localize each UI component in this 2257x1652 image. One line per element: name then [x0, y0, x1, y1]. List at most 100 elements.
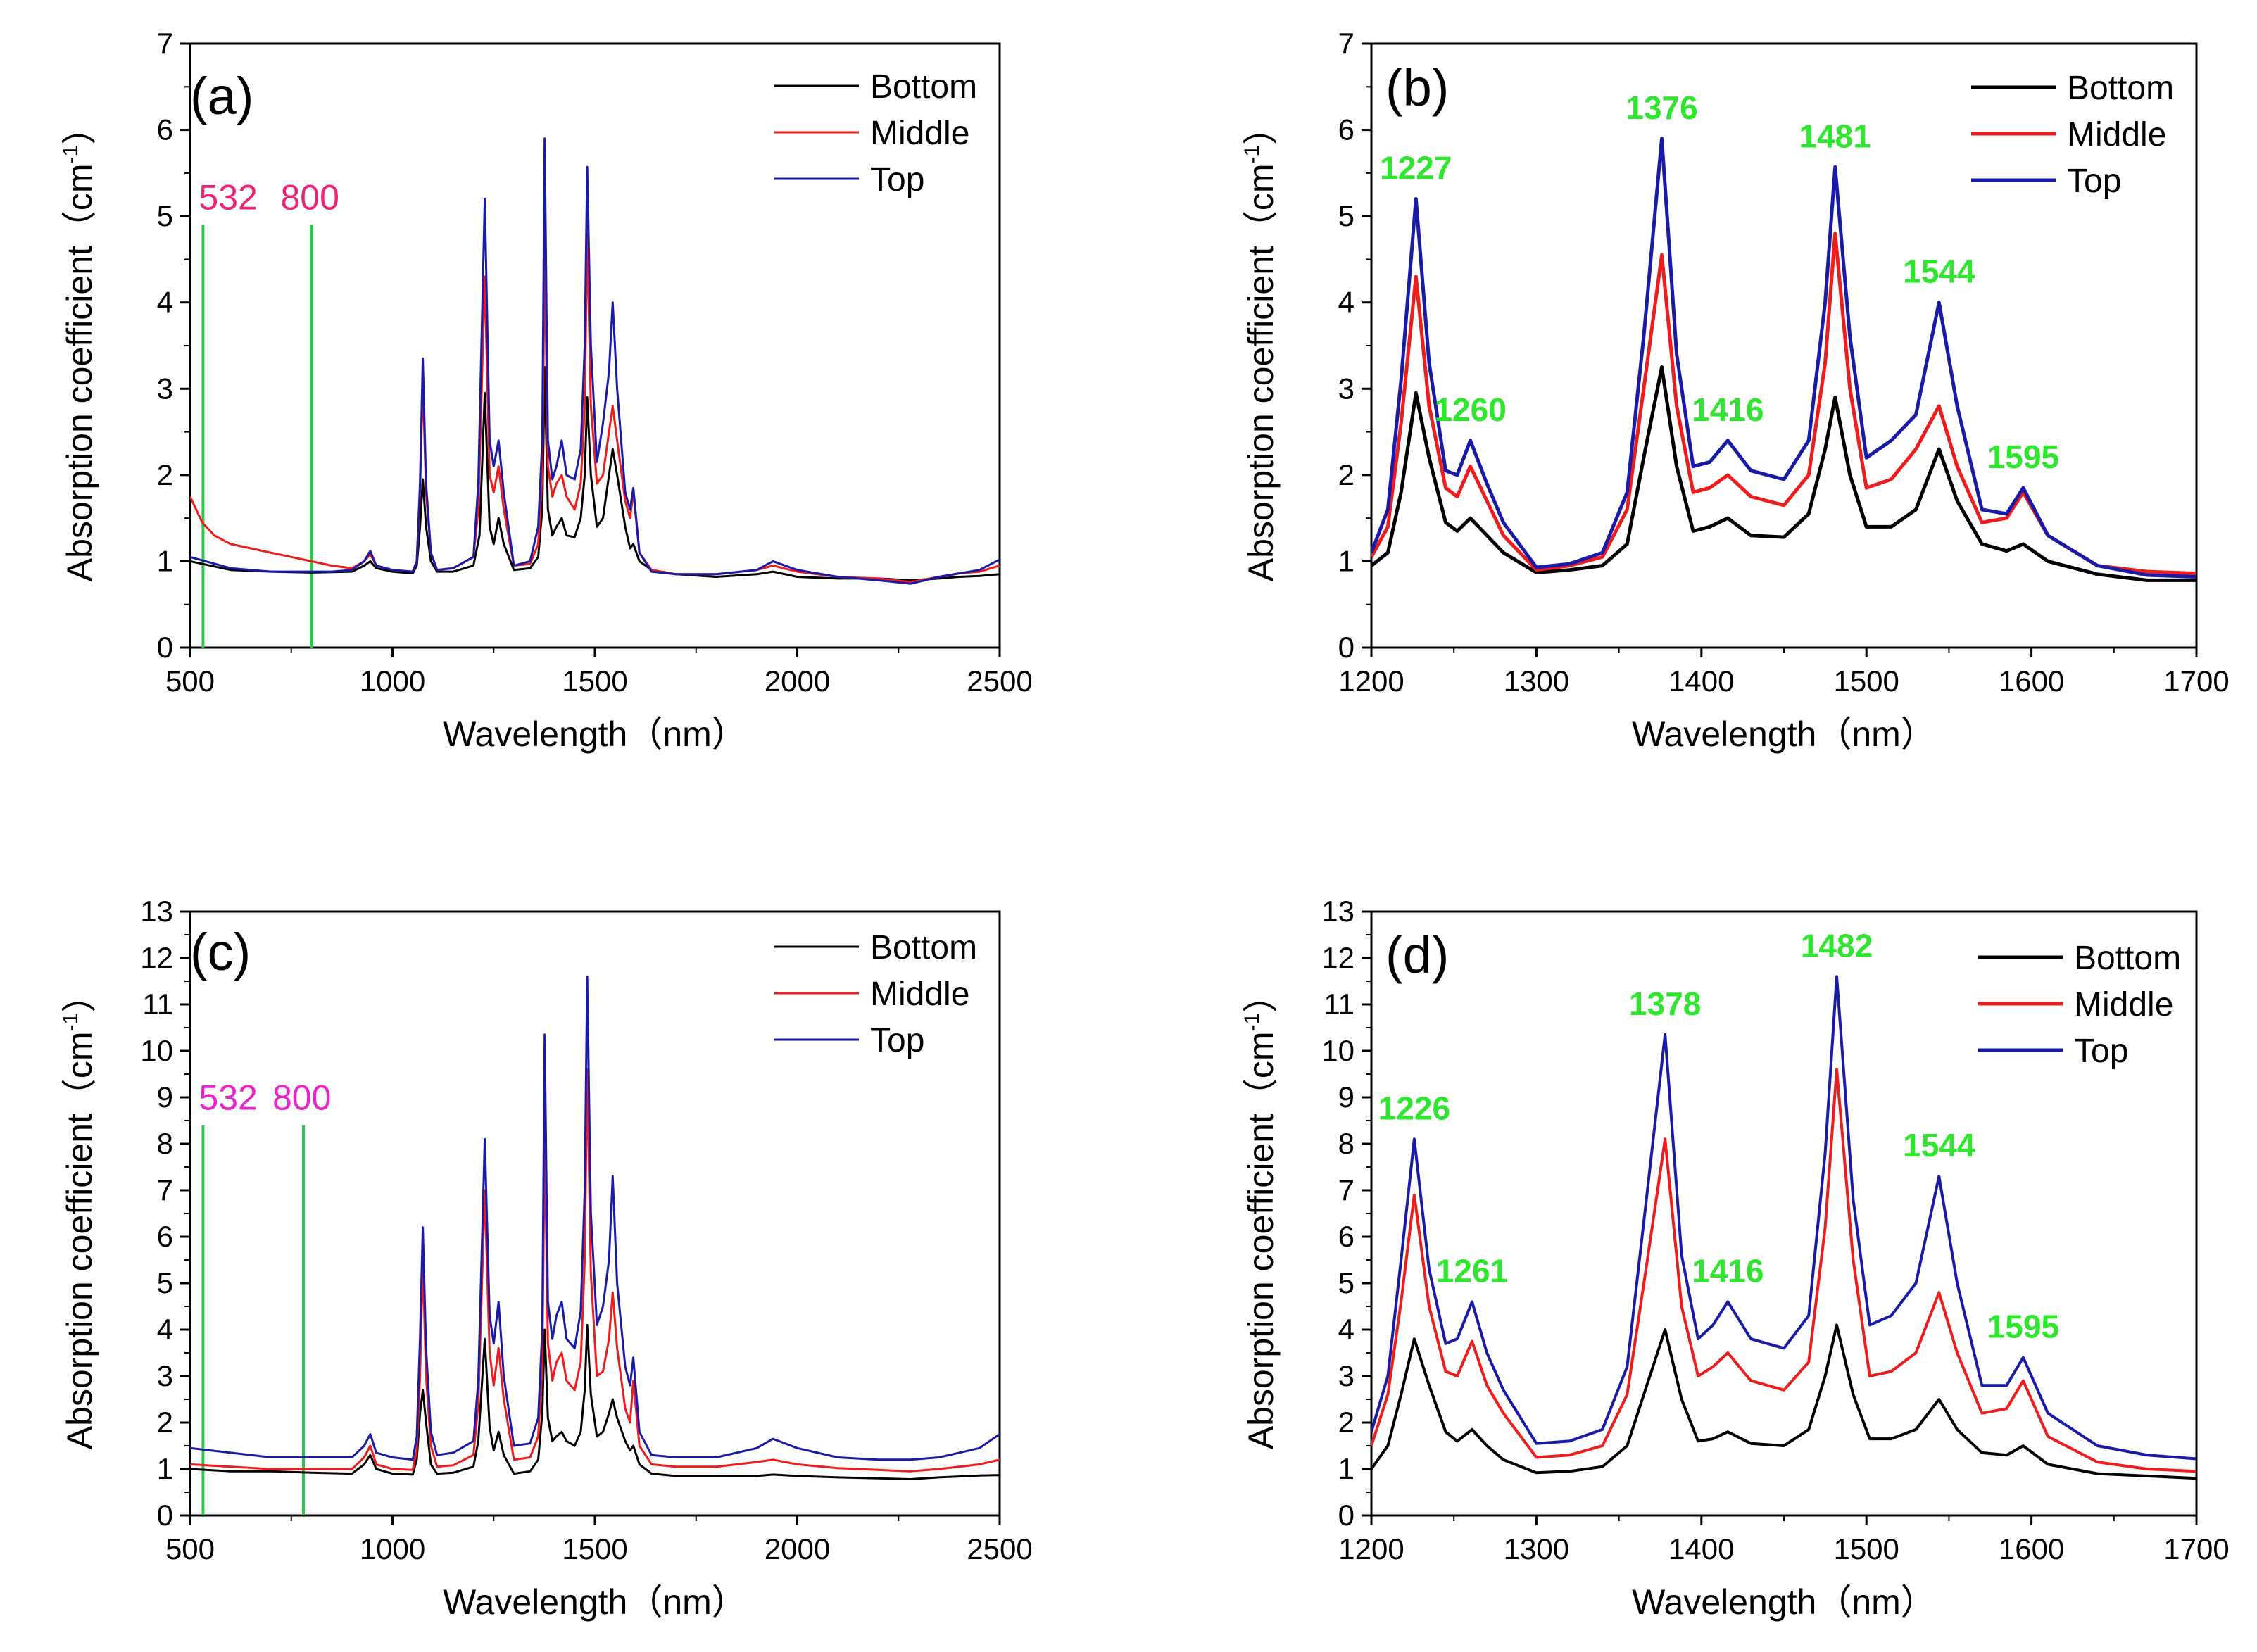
y-tick-label: 2 — [1338, 458, 1354, 491]
chart-panel-d: 1200 1300 1400 1500 1600 17000123456789101112… — [1240, 895, 2230, 1622]
panel-label: (d) — [1385, 926, 1449, 984]
legend-label-middle: Middle — [2067, 116, 2166, 153]
series-line-top — [190, 975, 1000, 1461]
y-tick-label: 11 — [142, 988, 173, 1021]
chart-panel-a: 500 1000 1500 2000 2500 0 1 2 3 4 5 6 7 Wavelength（nm… — [59, 27, 1033, 754]
peak-label-1261: 1261 — [1436, 1252, 1508, 1289]
x-tick-label: 1400 — [1668, 664, 1734, 698]
marker-label-800: 800 — [272, 1078, 331, 1118]
x-tick-label: 1500 — [1833, 664, 1899, 698]
legend-label-bottom: Bottom — [870, 929, 977, 966]
y-axis-title: Absorption coefficient（cm-1） — [59, 978, 99, 1450]
series-line-bottom — [1371, 365, 2196, 582]
y-tick-label: 10 — [140, 1034, 173, 1067]
y-tick-label: 3 — [157, 372, 173, 405]
x-tick-label: 1600 — [1999, 664, 2064, 698]
y-tick-label: 1 — [157, 1452, 173, 1485]
x-tick-label: 1700 — [2163, 664, 2229, 698]
y-tick-label: 9 — [1338, 1080, 1354, 1114]
plot-frame — [1370, 910, 2198, 1517]
marker-label-532: 532 — [199, 1078, 257, 1118]
series-group — [190, 975, 1000, 1480]
peak-label-1481: 1481 — [1799, 118, 1871, 154]
y-tick-label: 8 — [1338, 1127, 1354, 1160]
y-tick-label: 4 — [1338, 286, 1354, 319]
chart-panel-c: 500 1000 1500 2000 2500012345678910111213Wav… — [59, 895, 1033, 1622]
y-tick-label: 9 — [157, 1080, 173, 1114]
x-tick-label: 1000 — [360, 1532, 425, 1565]
y-axis-title-superscript: -1 — [1240, 1013, 1264, 1032]
y-tick-label: 6 — [1338, 113, 1354, 146]
y-tick-label: 1 — [1338, 544, 1354, 577]
y-axis-title-superscript: -1 — [1240, 145, 1264, 164]
marker-label-800: 800 — [281, 177, 339, 217]
series-line-middle — [190, 1068, 1000, 1473]
peak-label-1544: 1544 — [1903, 1127, 1975, 1164]
panel-label: (b) — [1385, 58, 1449, 117]
y-tick-label: 0 — [1338, 1499, 1354, 1532]
y-tick-label: 1 — [1338, 1452, 1354, 1485]
peak-label-1260: 1260 — [1434, 391, 1506, 428]
y-tick-label: 7 — [1338, 1173, 1354, 1206]
legend-label-bottom: Bottom — [2067, 70, 2174, 107]
series-line-top — [190, 137, 1000, 585]
x-tick-label: 1300 — [1504, 664, 1569, 698]
x-axis-title: Wavelength（nm） — [1632, 714, 1936, 754]
x-tick-label: 1500 — [562, 1532, 627, 1565]
y-axis-title-close: ） — [1241, 110, 1281, 145]
y-tick-label: 5 — [157, 199, 173, 232]
x-tick-label: 1400 — [1668, 1532, 1734, 1565]
x-tick-label: 500 — [165, 664, 215, 698]
y-axis-title-main: Absorption coefficient（cm — [60, 1031, 99, 1449]
series-line-top — [1371, 975, 2196, 1461]
y-axis-title-close: ） — [60, 110, 99, 145]
y-tick-label: 4 — [157, 1313, 173, 1346]
legend-label-middle: Middle — [2074, 986, 2173, 1023]
peak-label-1595: 1595 — [1987, 1309, 2059, 1345]
peak-label-1226: 1226 — [1378, 1090, 1450, 1126]
y-tick-label: 4 — [1338, 1313, 1354, 1346]
y-axis-title-main: Absorption coefficient（cm — [1241, 163, 1281, 581]
legend-label-bottom: Bottom — [2074, 940, 2181, 977]
y-tick-label: 2 — [157, 1406, 173, 1439]
peak-label-1416: 1416 — [1692, 1252, 1764, 1289]
y-tick-label: 12 — [140, 941, 173, 974]
x-tick-label: 2500 — [967, 664, 1032, 698]
x-axis-title: Wavelength（nm） — [443, 714, 747, 754]
y-tick-label: 0 — [157, 631, 173, 664]
y-axis-title-main: Absorption coefficient（cm — [1241, 1031, 1281, 1449]
y-tick-label: 11 — [1324, 988, 1354, 1021]
x-tick-label: 1200 — [1338, 664, 1404, 698]
y-axis-title: Absorption coefficient（cm-1） — [1240, 978, 1281, 1450]
x-tick-label: 1500 — [562, 664, 627, 698]
y-tick-label: 2 — [157, 458, 173, 491]
marker-label-532: 532 — [199, 177, 257, 217]
x-axis-title: Wavelength（nm） — [1632, 1582, 1936, 1622]
legend-label-top: Top — [2074, 1033, 2128, 1070]
panel-label: (a) — [190, 67, 253, 125]
x-tick-label: 2000 — [765, 664, 830, 698]
series-line-top — [1371, 137, 2196, 579]
y-tick-label: 12 — [1321, 941, 1354, 974]
y-axis-title: Absorption coefficient（cm-1） — [59, 110, 99, 582]
peak-label-1482: 1482 — [1801, 927, 1873, 964]
y-tick-label: 4 — [157, 286, 173, 319]
panel-label: (c) — [190, 923, 251, 981]
series-line-bottom — [190, 366, 1000, 581]
y-axis-title-close: ） — [1241, 978, 1281, 1013]
series-line-middle — [1371, 1068, 2196, 1473]
y-tick-label: 1 — [157, 544, 173, 577]
legend-label-middle: Middle — [870, 976, 969, 1013]
series-group — [1371, 137, 2196, 582]
y-tick-label: 6 — [1338, 1220, 1354, 1253]
peak-label-1544: 1544 — [1903, 253, 1975, 290]
y-tick-label: 10 — [1321, 1034, 1354, 1067]
x-tick-label: 1300 — [1504, 1532, 1569, 1565]
y-axis-title-superscript: -1 — [59, 145, 82, 164]
y-tick-label: 3 — [1338, 1359, 1354, 1392]
y-tick-label: 3 — [1338, 372, 1354, 405]
x-tick-label: 1000 — [360, 664, 425, 698]
x-tick-label: 1700 — [2163, 1532, 2229, 1565]
y-axis-title-main: Absorption coefficient（cm — [60, 163, 99, 581]
